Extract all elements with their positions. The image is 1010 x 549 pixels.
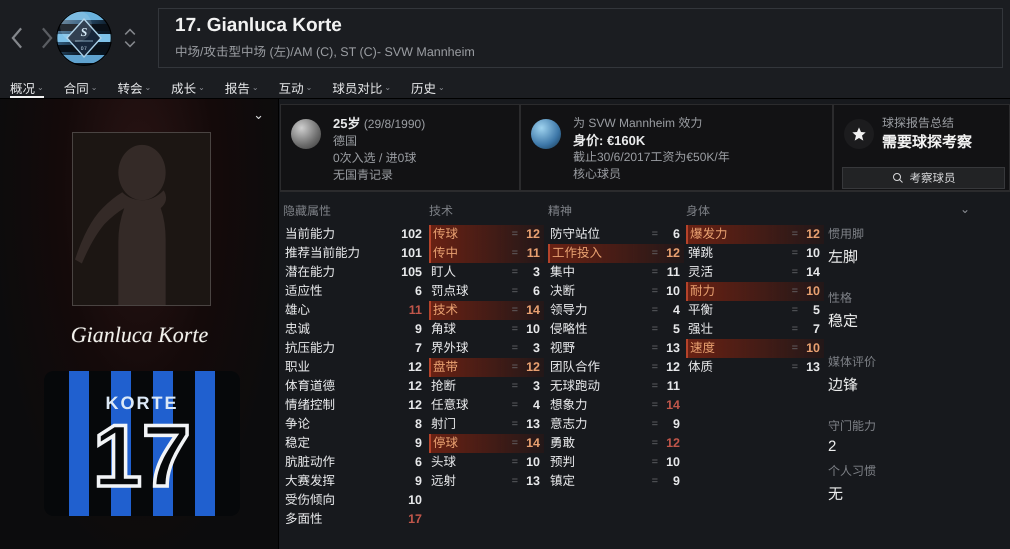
svg-text:07: 07 <box>81 46 88 52</box>
svg-text:17: 17 <box>93 406 191 505</box>
